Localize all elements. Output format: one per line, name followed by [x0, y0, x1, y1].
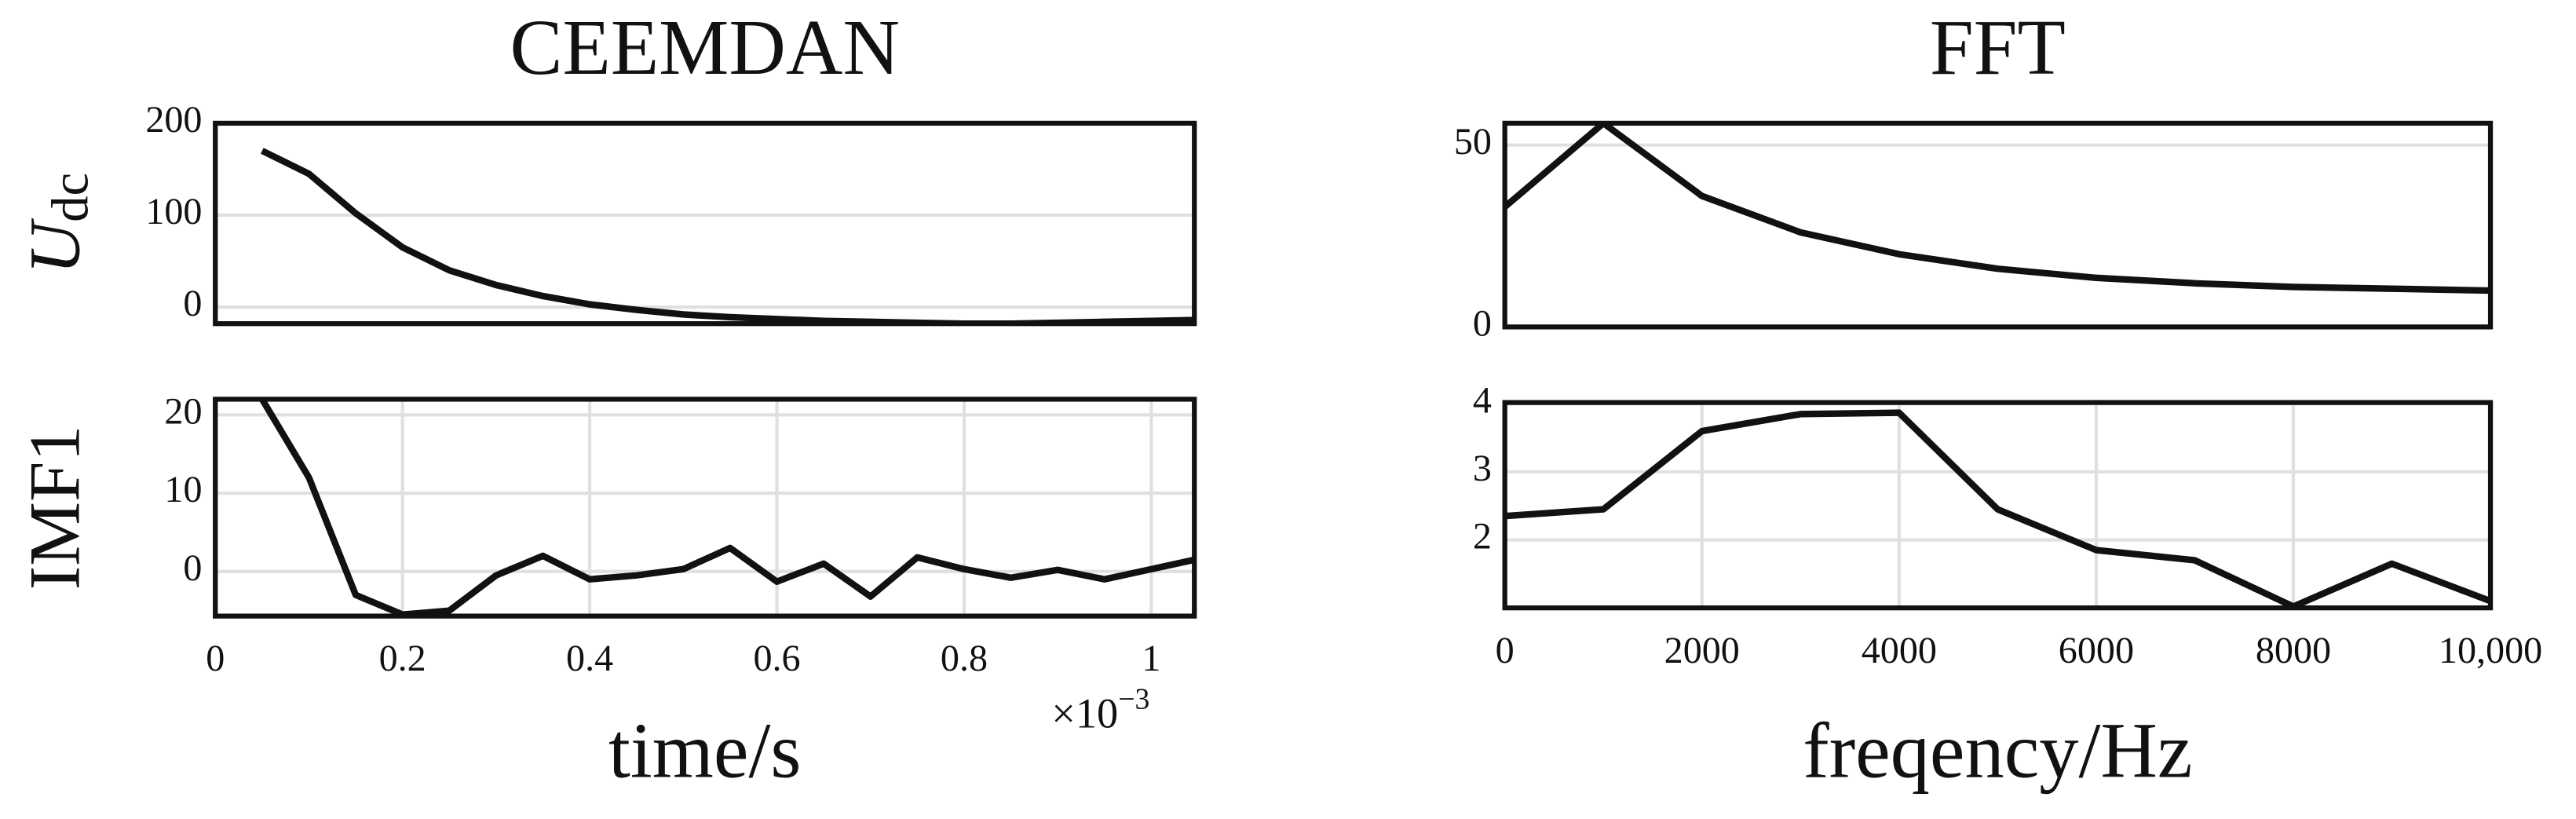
multiplier-base: ×10	[1051, 690, 1118, 737]
title: CEEMDAN	[510, 4, 900, 91]
y-tick-label: 100	[145, 191, 202, 232]
x-tick-label: 1	[1142, 638, 1160, 679]
axes-box	[213, 120, 1197, 327]
x-axis-label: time/s	[608, 707, 801, 795]
x-tick-label: 0	[206, 638, 225, 679]
x-tick-label: 0.2	[379, 638, 426, 679]
x-axis-label: freqency/Hz	[1803, 707, 2192, 795]
line	[261, 148, 1195, 324]
x-tick-label: 4000	[1862, 630, 1937, 671]
y-tick-label: 4	[1473, 379, 1492, 421]
y-tick-label: 2	[1473, 516, 1492, 558]
x-tick-label: 0.6	[753, 638, 800, 679]
line	[259, 399, 1195, 616]
x-tick-label: 10,000	[2439, 630, 2542, 671]
y-tick-label: 0	[183, 547, 202, 589]
x-tick-label: 0	[1496, 630, 1515, 671]
multiplier-exponent: −3	[1118, 682, 1149, 715]
y-axis-label: IMF1	[15, 426, 95, 590]
axes-box	[1502, 120, 2494, 330]
y-axis-label: Udc	[15, 173, 100, 275]
y-label-main: U	[15, 218, 95, 274]
title: FFT	[1930, 4, 2066, 91]
line	[1504, 409, 2491, 609]
y-tick-label: 20	[164, 390, 202, 432]
y-label-main: IMF1	[15, 426, 95, 590]
x-multiplier: ×10−3	[1051, 682, 1149, 737]
axes-box	[213, 397, 1197, 619]
x-tick-label: 8000	[2256, 630, 2331, 671]
y-tick-label: 50	[1454, 121, 1492, 163]
line	[1504, 122, 2491, 294]
y-label-subscript: dc	[42, 173, 100, 222]
x-tick-label: 2000	[1664, 630, 1740, 671]
y-tick-label: 0	[1473, 302, 1492, 344]
y-tick-label: 200	[145, 99, 202, 141]
y-tick-label: 10	[164, 469, 202, 510]
axes-box	[1502, 400, 2494, 611]
x-tick-label: 0.4	[566, 638, 613, 679]
y-tick-label: 0	[183, 283, 202, 324]
y-tick-label: 3	[1473, 448, 1492, 489]
x-tick-label: 0.8	[941, 638, 988, 679]
x-tick-label: 6000	[2059, 630, 2134, 671]
